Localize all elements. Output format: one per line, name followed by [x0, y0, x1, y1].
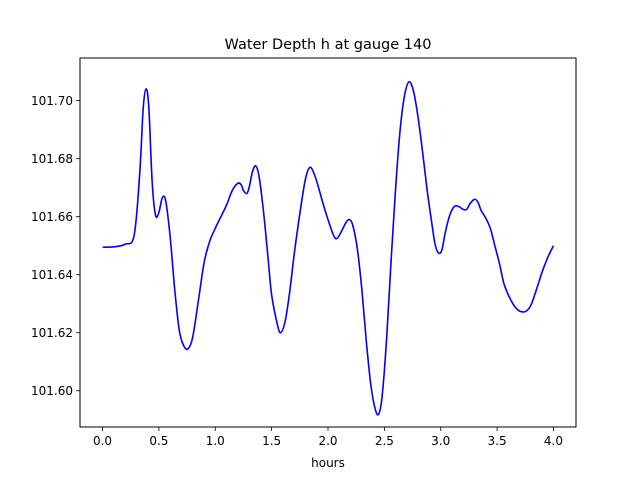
- y-tick-label: 101.64: [31, 268, 73, 282]
- y-tick-label: 101.62: [31, 326, 73, 340]
- y-tick-label: 101.66: [31, 210, 73, 224]
- x-tick-label: 0.0: [93, 434, 112, 448]
- x-tick-label: 2.0: [318, 434, 337, 448]
- x-tick-label: 3.5: [488, 434, 507, 448]
- plot-area-frame: [79, 57, 577, 428]
- x-tick-label: 3.0: [431, 434, 450, 448]
- x-tick-label: 4.0: [544, 434, 563, 448]
- y-tick-label: 101.60: [31, 384, 73, 398]
- chart-title: Water Depth h at gauge 140: [225, 37, 432, 53]
- x-tick-label: 0.5: [149, 434, 168, 448]
- x-axis: 0.0 0.5 1.0 1.5 2.0 2.5 3.0 3.5 4.0: [93, 427, 563, 448]
- series-line: [102, 80, 555, 416]
- x-tick-label: 1.0: [206, 434, 225, 448]
- x-axis-label: hours: [311, 456, 345, 470]
- y-tick-label: 101.70: [31, 94, 73, 108]
- y-tick-label: 101.68: [31, 152, 73, 166]
- x-tick-label: 2.5: [375, 434, 394, 448]
- y-axis: 101.60 101.62 101.64 101.66 101.68 101.70: [31, 94, 80, 398]
- x-tick-label: 1.5: [262, 434, 281, 448]
